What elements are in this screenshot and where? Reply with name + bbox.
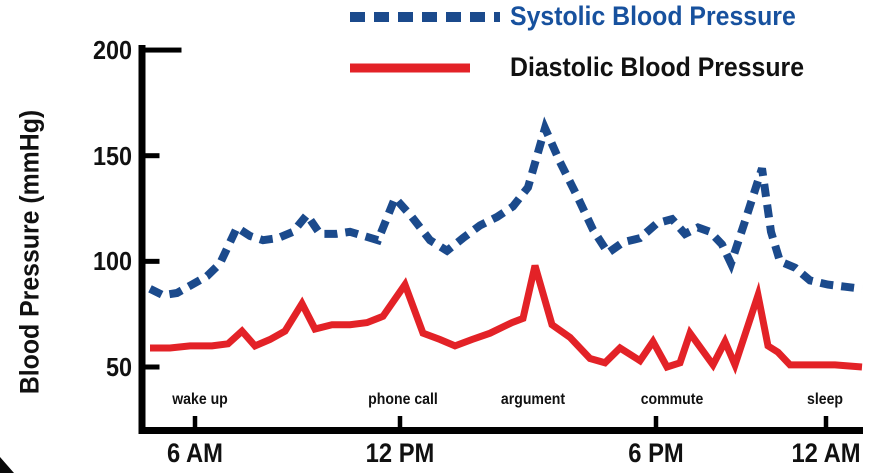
x-tick-label-6-am: 6 AM [167,438,223,468]
y-tick-100 [145,258,160,264]
y-tick-label-50: 50 [105,352,132,382]
systolic-legend-label: Systolic Blood Pressure [510,1,796,31]
x-tick-12-pm [397,416,403,427]
x-axis-line [138,427,863,434]
y-axis-line [138,45,146,434]
x-tick-label-12-am: 12 AM [791,438,861,468]
systolic-legend-line-sample [350,12,500,22]
y-tick-label-200: 200 [92,35,132,66]
annotation-phone-call: phone call [368,391,438,408]
x-tick-12-am [823,416,829,427]
diastolic-line [150,264,863,375]
y-axis-title: Blood Pressure (mmHg) [14,109,45,395]
annotation-sleep: sleep [806,391,844,408]
x-tick-6-am [192,416,198,427]
annotation-commute: commute [640,391,704,408]
y-tick-150 [145,153,160,159]
annotation-argument: argument [500,391,566,408]
y-tick-200 [145,47,182,53]
page-corner-artifact [0,457,14,473]
annotation-wake-up: wake up [172,391,228,408]
y-tick-label-100: 100 [92,246,132,277]
x-tick-label-6-pm: 6 PM [628,438,684,468]
diastolic-legend-line-sample [350,63,470,73]
systolic-line [148,116,863,300]
y-tick-50 [145,364,160,370]
y-tick-label-150: 150 [92,140,132,171]
x-tick-6-pm [653,416,659,427]
x-tick-label-12-pm: 12 PM [365,438,435,468]
diastolic-legend-label: Diastolic Blood Pressure [510,52,805,82]
